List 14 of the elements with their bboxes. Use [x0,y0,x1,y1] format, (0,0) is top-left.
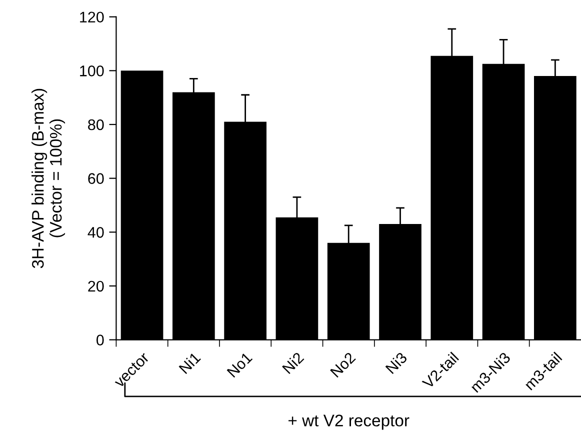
y-tick-label: 20 [88,280,104,292]
x-tick-label: No1 [226,352,253,378]
x-tick-label: No2 [330,352,356,378]
y-tick-label: 100 [80,66,104,76]
x-tick-label: Ni1 [178,351,201,374]
y-tick-label: 40 [88,227,104,238]
y-tick-label: 60 [88,173,104,184]
y-tick-label: 0 [96,334,104,346]
y-tick-label: 80 [88,119,104,130]
y-axis-title: 3H-AVP binding (B-max) (Vector = 100%) [32,88,66,268]
x-axis-title: + wt V2 receptor [288,414,410,430]
x-tick-label: Ni2 [282,351,304,374]
y-tick-label: 120 [80,12,104,23]
x-tick-label: Ni3 [384,351,408,374]
